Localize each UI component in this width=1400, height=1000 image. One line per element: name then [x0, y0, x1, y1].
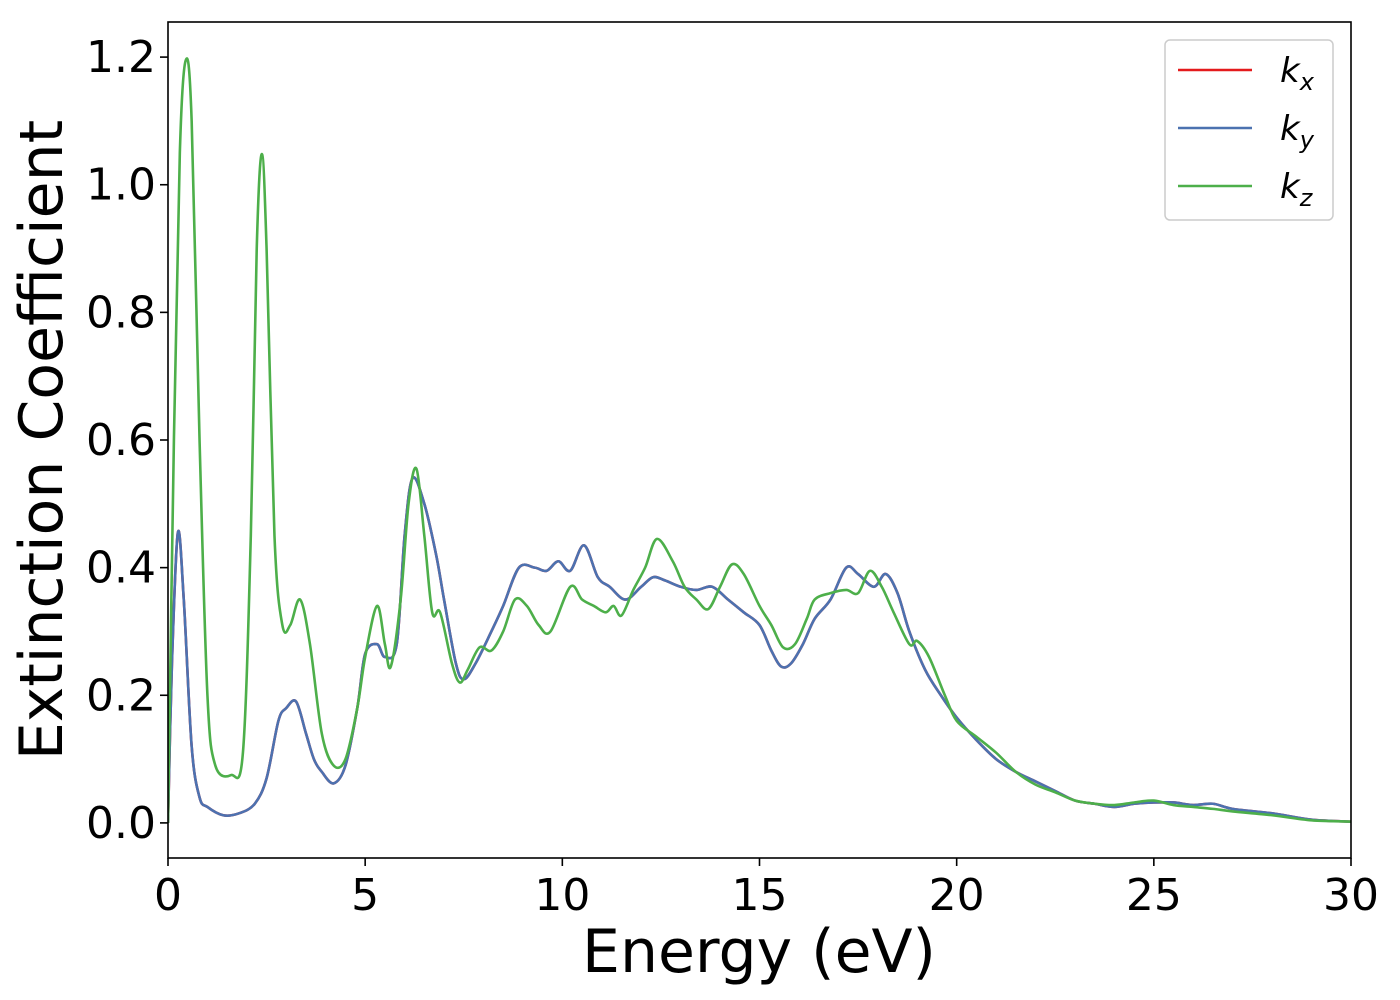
- series-line-z: [168, 57, 1351, 823]
- y-tick-label: 0.4: [86, 543, 156, 594]
- x-axis-label: Energy (eV): [582, 917, 936, 987]
- legend-label-x: kx: [1280, 51, 1315, 96]
- legend: kx ky kz: [1164, 39, 1334, 221]
- legend-label-y: ky: [1280, 109, 1315, 154]
- y-tick-label: 1.0: [86, 160, 156, 211]
- legend-box: [1164, 39, 1334, 221]
- x-tick-label: 5: [351, 870, 379, 921]
- x-tick-label: 0: [154, 870, 182, 921]
- legend-label-z: kz: [1280, 167, 1314, 212]
- series-layer: [168, 57, 1351, 823]
- series-line-x: [168, 476, 1351, 823]
- x-tick-label: 25: [1126, 870, 1182, 921]
- series-line-y: [168, 476, 1351, 823]
- y-tick-label: 0.0: [86, 798, 156, 849]
- y-axis-ticks: 0.0 0.2 0.4 0.6 0.8 1.0 1.2: [86, 32, 168, 849]
- x-tick-label: 10: [534, 870, 590, 921]
- y-axis-label: Extinction Coefficient: [7, 120, 77, 760]
- x-tick-label: 15: [732, 870, 788, 921]
- y-tick-label: 0.8: [86, 287, 156, 338]
- x-axis-ticks: 0 5 10 15 20 25 30: [154, 858, 1379, 921]
- x-tick-label: 30: [1323, 870, 1379, 921]
- y-tick-label: 0.6: [86, 415, 156, 466]
- y-tick-label: 0.2: [86, 670, 156, 721]
- x-tick-label: 20: [929, 870, 985, 921]
- y-tick-label: 1.2: [86, 32, 156, 83]
